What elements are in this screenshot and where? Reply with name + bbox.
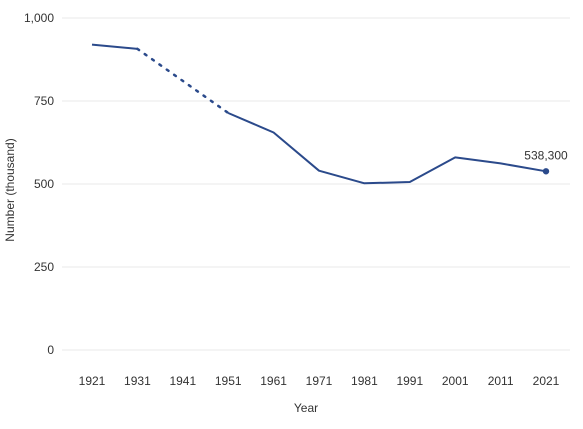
x-tick-label: 1961 bbox=[260, 374, 287, 388]
y-tick-label: 0 bbox=[47, 343, 54, 357]
y-tick-label: 250 bbox=[34, 260, 54, 274]
y-tick-label: 750 bbox=[34, 94, 54, 108]
x-axis-title: Year bbox=[294, 401, 318, 415]
x-tick-label: 1991 bbox=[396, 374, 423, 388]
x-tick-label: 2001 bbox=[442, 374, 469, 388]
grid-lines bbox=[62, 17, 570, 351]
series-lines bbox=[91, 43, 547, 185]
data-label: 538,300 bbox=[524, 148, 568, 162]
series-gap-line bbox=[136, 47, 230, 115]
x-tick-label: 1941 bbox=[169, 374, 196, 388]
x-tick-label: 2021 bbox=[533, 374, 560, 388]
y-tick-label: 500 bbox=[34, 177, 54, 191]
x-tick-label: 1971 bbox=[306, 374, 333, 388]
x-axis-ticks: 1921 1931 1941 1951 1961 1971 1981 1991 2001 2011… bbox=[79, 374, 560, 388]
x-tick-label: 1951 bbox=[215, 374, 242, 388]
x-tick-label: 1931 bbox=[124, 374, 151, 388]
y-axis-title: Number (thousand) bbox=[3, 138, 17, 241]
data-points bbox=[542, 168, 550, 175]
series-line bbox=[227, 112, 547, 185]
x-tick-label: 1921 bbox=[79, 374, 106, 388]
y-tick-label: 1,000 bbox=[24, 11, 54, 25]
y-axis-ticks: 0 250 500 750 1,000 bbox=[24, 11, 54, 357]
x-tick-label: 1981 bbox=[351, 374, 378, 388]
data-point bbox=[542, 168, 550, 175]
series-line bbox=[91, 43, 138, 50]
data-labels: 538,300 bbox=[524, 148, 568, 162]
x-tick-label: 2011 bbox=[488, 374, 514, 388]
